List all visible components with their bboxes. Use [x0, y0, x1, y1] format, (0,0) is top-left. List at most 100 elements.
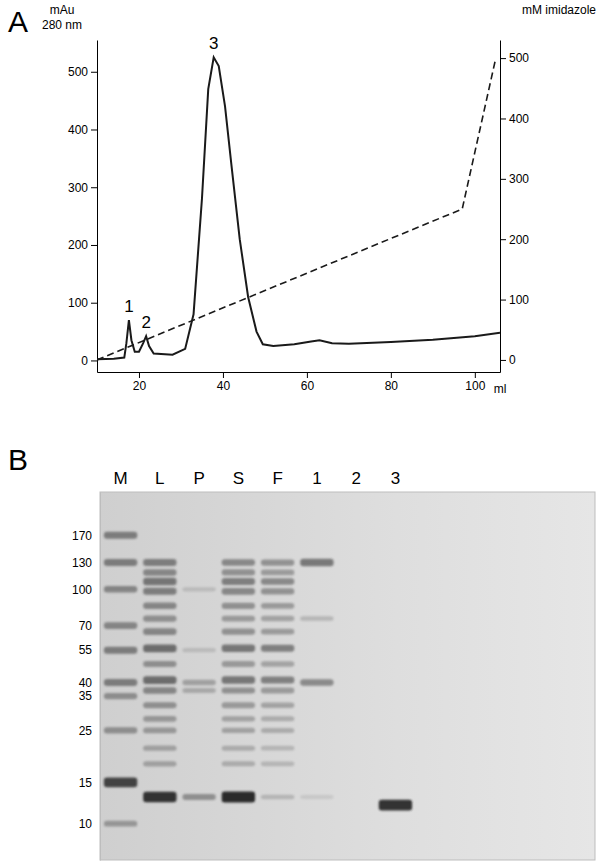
- band: [261, 570, 294, 576]
- tick: 25: [79, 724, 100, 738]
- tick: L: [155, 469, 164, 488]
- axis-line: [100, 493, 101, 861]
- tick: 10: [79, 817, 100, 831]
- tick: 500: [500, 51, 529, 65]
- band: [143, 687, 176, 694]
- tick-label: 300: [509, 172, 529, 186]
- panel-label: A: [8, 5, 28, 38]
- band: [182, 680, 215, 685]
- band: [104, 778, 137, 788]
- tick-label: 170: [72, 529, 92, 543]
- tick: 500: [68, 65, 97, 79]
- band: [261, 559, 294, 565]
- band: [300, 559, 333, 566]
- tick-mark: [500, 360, 506, 361]
- marker-axis: 17013010070554035251510: [72, 493, 101, 861]
- band: [143, 569, 176, 576]
- tick: 170: [72, 529, 100, 543]
- band: [222, 716, 255, 721]
- tick-label: 0: [509, 353, 516, 367]
- lane-label: P: [193, 469, 204, 488]
- tick-label: 40: [79, 676, 93, 690]
- band: [261, 716, 294, 721]
- lane-label: M: [113, 469, 127, 488]
- peak-label: 2: [141, 313, 150, 332]
- tick-mark: [91, 245, 97, 246]
- tick-label: 100: [68, 296, 88, 310]
- tick-label: 25: [79, 724, 93, 738]
- band: [143, 603, 176, 610]
- band: [300, 679, 333, 686]
- band: [222, 702, 255, 708]
- lane-label: 1: [312, 469, 321, 488]
- band: [261, 603, 294, 609]
- band: [261, 728, 294, 733]
- tick: 0: [500, 353, 516, 367]
- band: [261, 688, 294, 694]
- tick: 100: [68, 296, 97, 310]
- tick-label: 80: [385, 379, 399, 393]
- tick-mark: [500, 300, 506, 301]
- x-axis: 20 40 60 80 100: [98, 372, 501, 393]
- band: [222, 746, 255, 751]
- tick-mark: [91, 129, 97, 130]
- band: [222, 661, 255, 667]
- band: [222, 559, 255, 566]
- tick: S: [233, 469, 244, 488]
- lane-label: 3: [391, 469, 400, 488]
- tick: 60: [301, 372, 315, 393]
- band: [261, 703, 294, 708]
- tick-label: 200: [509, 233, 529, 247]
- tick-label: 100: [72, 583, 92, 597]
- band: [182, 648, 215, 652]
- band: [143, 676, 176, 684]
- tick-label: 20: [133, 379, 147, 393]
- tick-label: 500: [509, 51, 529, 65]
- band: [261, 645, 294, 652]
- lane-label: L: [155, 469, 164, 488]
- axis-line: [98, 372, 501, 373]
- band: [261, 588, 294, 594]
- band: [261, 762, 294, 767]
- band: [143, 728, 176, 734]
- band: [143, 615, 176, 621]
- tick: 15: [79, 776, 100, 790]
- tick: 100: [72, 583, 100, 597]
- tick-mark: [500, 239, 506, 240]
- tick: 70: [79, 619, 100, 633]
- y2-axis-title: mM imidazole: [522, 3, 596, 17]
- tick: 40: [217, 372, 231, 393]
- tick-mark: [139, 372, 140, 378]
- band: [300, 795, 333, 799]
- tick-label: 0: [81, 354, 88, 368]
- tick: 300: [500, 172, 529, 186]
- lane-axis: MLPSF123: [113, 469, 400, 488]
- tick-label: 100: [465, 379, 485, 393]
- band: [222, 676, 255, 683]
- y-axis: 0100200300400500: [68, 41, 98, 373]
- band: [143, 761, 176, 766]
- band: [261, 616, 294, 621]
- band: [222, 569, 255, 575]
- band: [222, 645, 255, 652]
- lane-label: S: [233, 469, 244, 488]
- tick: 35: [79, 689, 100, 703]
- tick: 55: [79, 643, 100, 657]
- axis-line: [97, 41, 98, 373]
- band: [222, 603, 255, 609]
- tick-label: 70: [79, 619, 93, 633]
- tick-label: 100: [509, 293, 529, 307]
- y-axis-title: 280 nm: [42, 18, 82, 32]
- tick: 200: [500, 233, 529, 247]
- band: [143, 578, 176, 585]
- band: [222, 616, 255, 622]
- lane-label: F: [272, 469, 282, 488]
- tick-mark: [223, 372, 224, 378]
- band: [379, 800, 412, 811]
- tick-mark: [91, 187, 97, 188]
- band: [104, 586, 137, 593]
- tick-label: 40: [217, 379, 231, 393]
- band: [104, 532, 137, 539]
- figure: A204060801000100200300400500010020030040…: [0, 0, 600, 862]
- tick-mark: [391, 372, 392, 378]
